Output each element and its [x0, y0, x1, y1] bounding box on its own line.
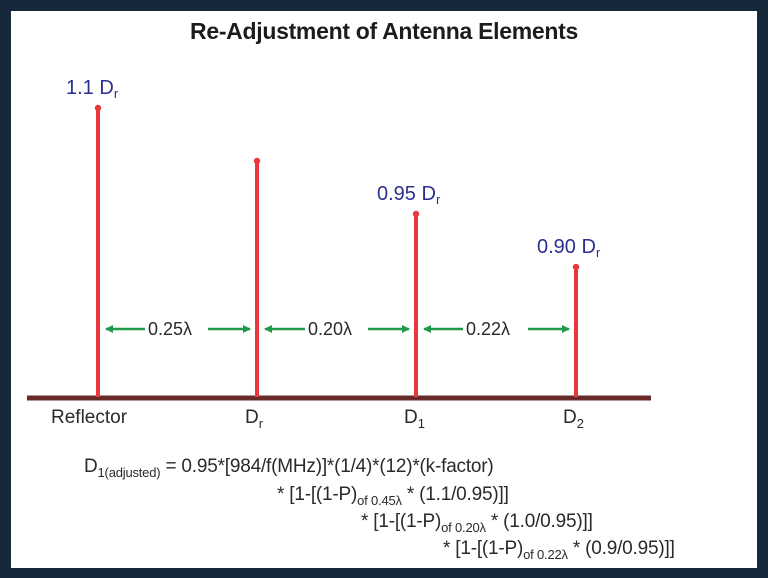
element-name-subscript: 2 [576, 416, 584, 431]
element-name-subscript: 1 [417, 416, 425, 431]
formula-line-4: * [1-[(1-P)of 0.22λ * (0.9/0.95)]] [443, 538, 675, 562]
spacing-label-3: 0.22λ [463, 319, 514, 339]
element-name-d2: D2 [563, 407, 584, 431]
height-label-text: 0.90 D [537, 236, 596, 258]
element-dr [253, 157, 261, 397]
formula-lhs-subscript: 1(adjusted) [97, 465, 161, 480]
formula-lhs: D [84, 456, 98, 477]
element-name-d1: D1 [404, 407, 425, 431]
formula-rhs: = 0.95*[984/f(MHz)]*(1/4)*(12)*(k-factor… [160, 456, 494, 477]
formula-line-3: * [1-[(1-P)of 0.20λ * (1.0/0.95)]] [361, 511, 593, 535]
formula-line-1: D1(adjusted) = 0.95*[984/f(MHz)]*(1/4)*(… [84, 456, 494, 480]
boom-line [27, 395, 651, 401]
element-reflector [94, 104, 102, 397]
element-name-text: D [245, 407, 259, 428]
diagram-title: Re-Adjustment of Antenna Elements [190, 18, 578, 44]
height-label-d2: 0.90 Dr [537, 236, 600, 260]
element-name-text: D [563, 407, 577, 428]
formula-term-subscript: of 0.45λ [357, 493, 402, 508]
element-name-dr: Dr [245, 407, 263, 431]
element-d1 [412, 210, 420, 397]
height-label-text: 1.1 D [66, 77, 114, 99]
spacing-label-2: 0.20λ [305, 319, 356, 339]
formula-term: * [1-[(1-P) [443, 538, 524, 559]
height-label-d1: 0.95 Dr [377, 183, 440, 207]
element-name-text: Reflector [51, 407, 128, 428]
height-label-reflector: 1.1 Dr [66, 77, 118, 101]
formula-term: * (1.1/0.95)]] [401, 484, 509, 505]
element-name-text: D [404, 407, 418, 428]
diagram-panel [11, 11, 757, 568]
formula-term-subscript: of 0.22λ [523, 547, 568, 562]
element-d2 [572, 263, 580, 397]
formula-term-subscript: of 0.20λ [441, 520, 486, 535]
formula-term: * [1-[(1-P) [361, 511, 442, 532]
element-name-subscript: r [258, 416, 264, 431]
formula-line-2: * [1-[(1-P)of 0.45λ * (1.1/0.95)]] [277, 484, 509, 508]
spacing-label-1: 0.25λ [145, 319, 196, 339]
formula-term: * (1.0/0.95)]] [485, 511, 593, 532]
height-label-text: 0.95 D [377, 183, 436, 205]
height-label-subscript: r [435, 192, 441, 207]
formula-term: * (0.9/0.95)]] [567, 538, 675, 559]
height-label-subscript: r [595, 245, 601, 260]
element-name-reflector: Reflector [51, 407, 127, 429]
formula-term: * [1-[(1-P) [277, 484, 358, 505]
height-label-subscript: r [113, 86, 119, 101]
